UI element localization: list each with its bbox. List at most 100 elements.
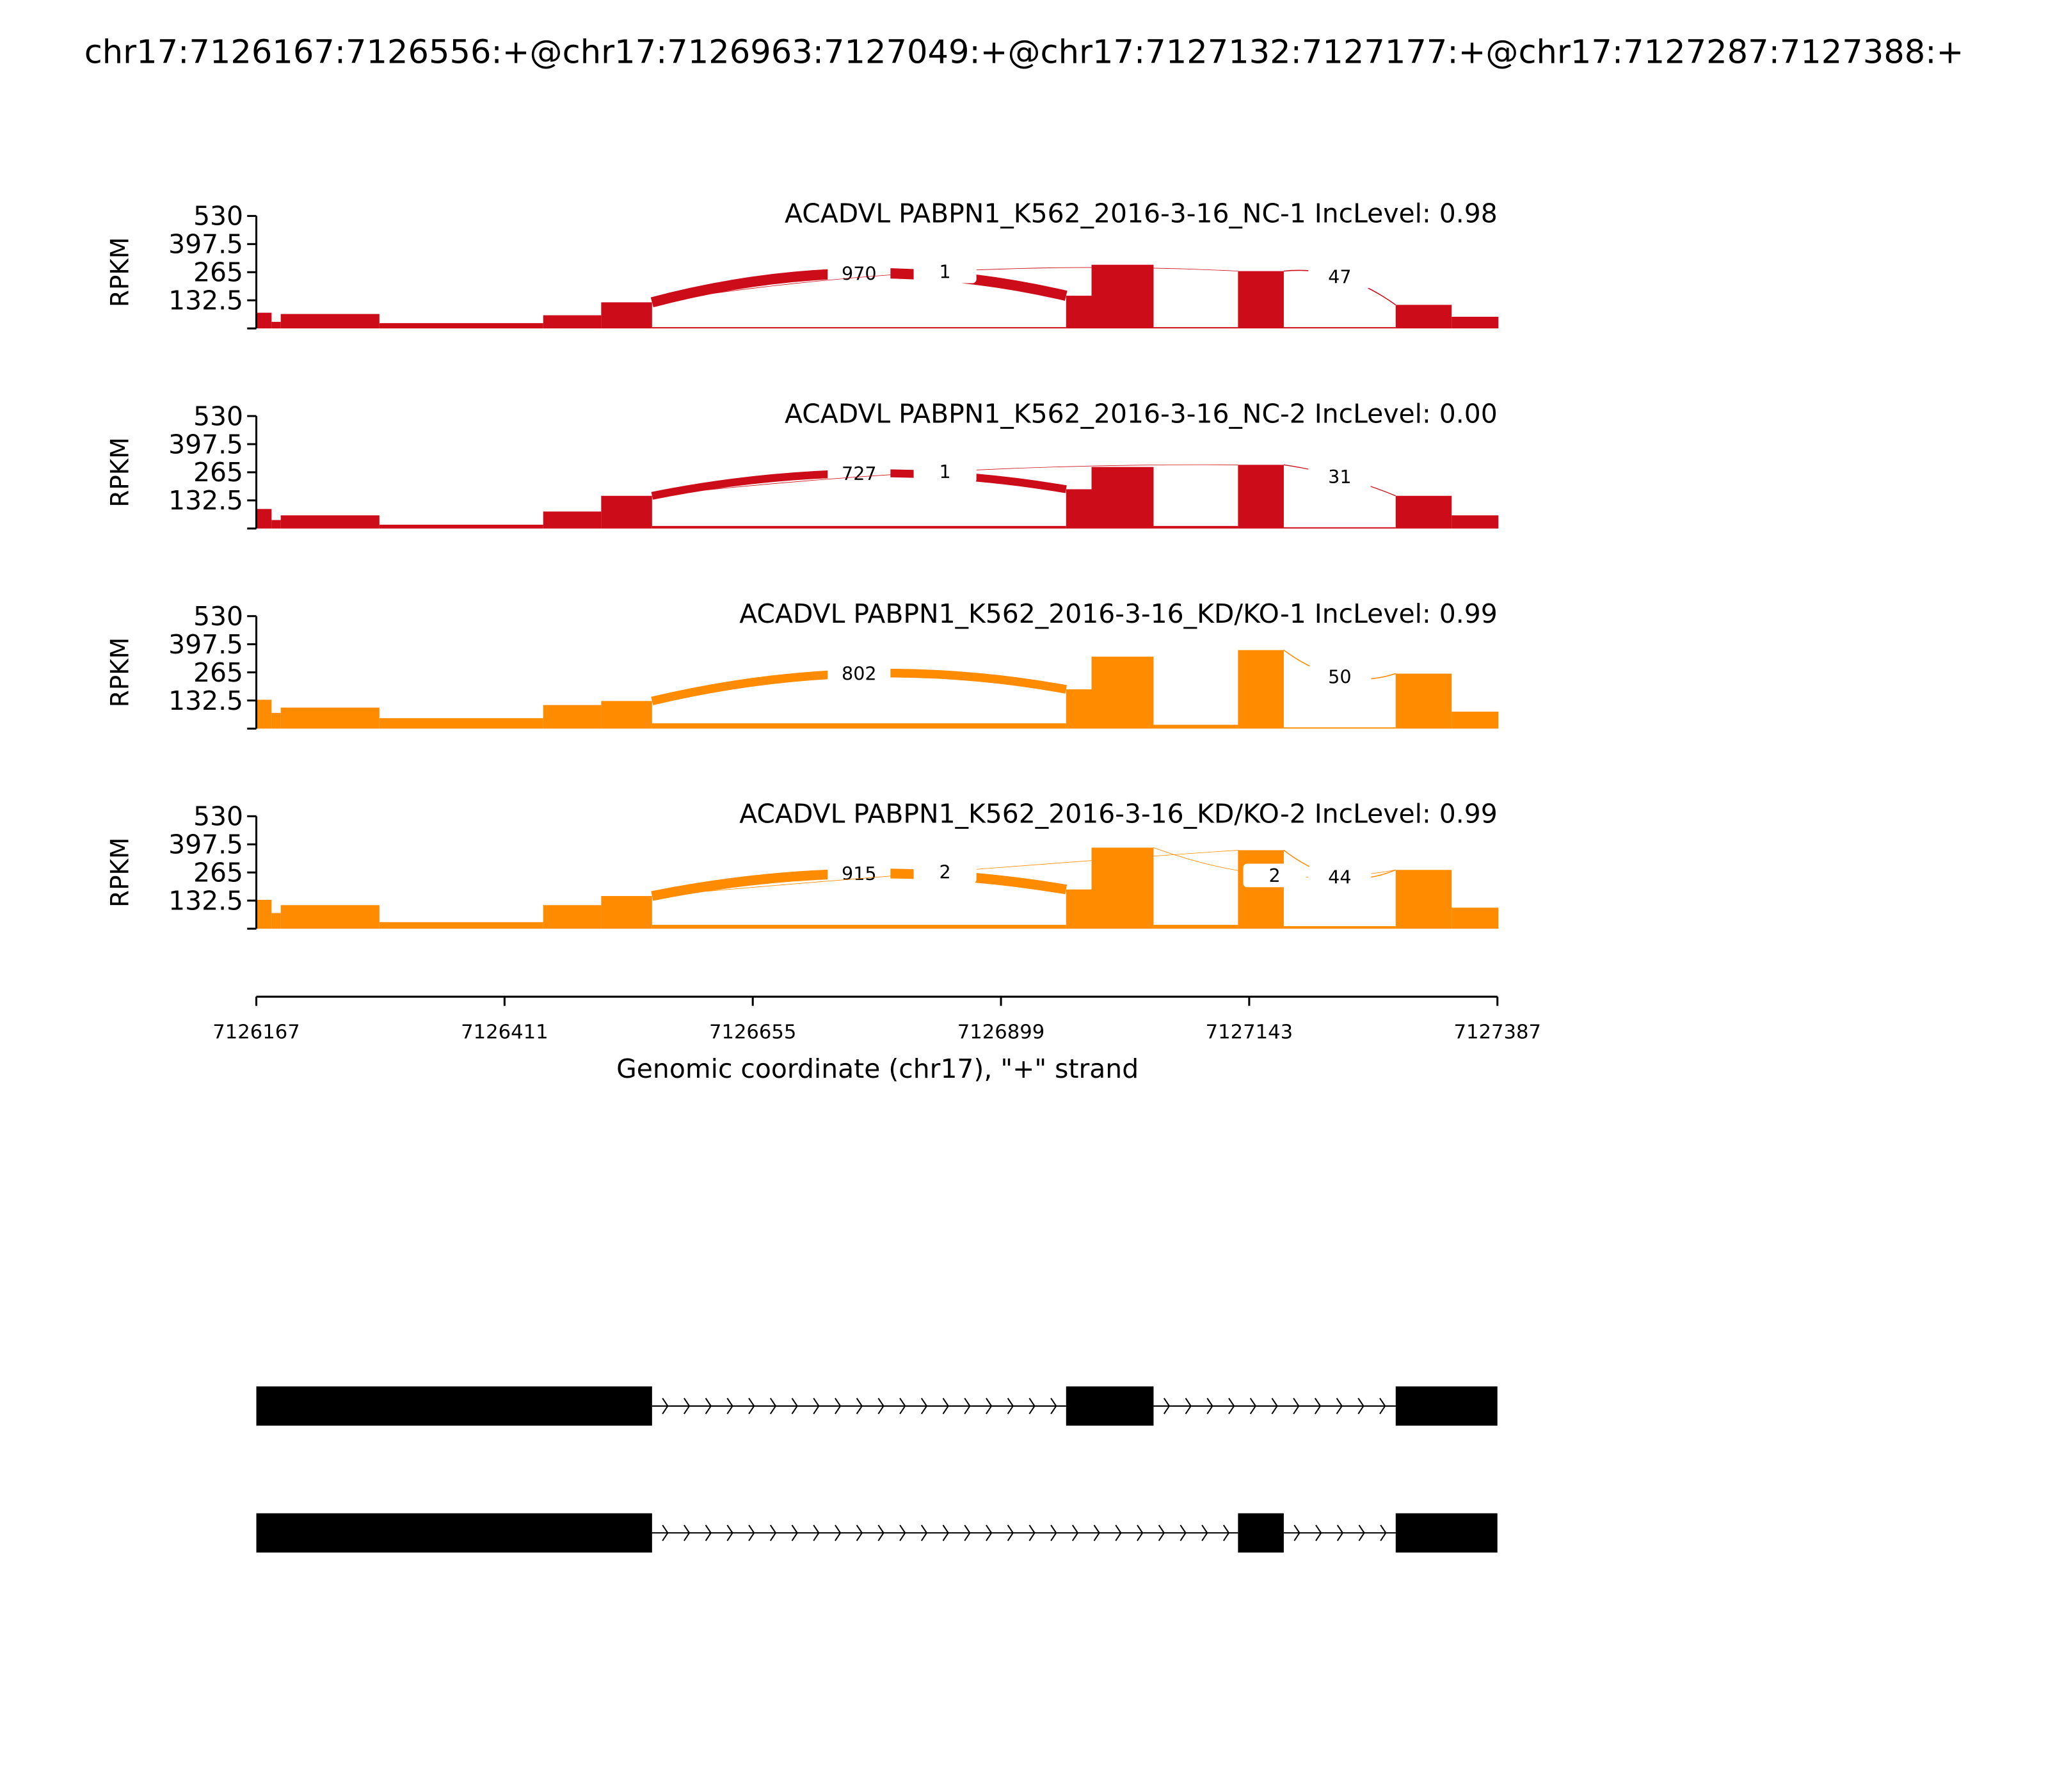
intron-arrow — [1115, 1524, 1122, 1541]
coverage-bar — [1066, 889, 1092, 929]
coverage-bar — [1091, 657, 1154, 729]
y-tick-label: 397.5 — [168, 829, 243, 860]
intron-arrow — [1093, 1524, 1100, 1541]
coverage-bar — [271, 913, 281, 929]
intron-arrow — [705, 1524, 712, 1541]
coverage-bar — [379, 524, 543, 529]
coverage-bar — [271, 321, 281, 329]
coverage-bar — [1283, 727, 1396, 729]
coverage-bar — [1091, 847, 1154, 929]
coverage-bar — [256, 700, 272, 729]
panel-title: ACADVL PABPN1_K562_2016-3-16_NC-2 IncLev… — [785, 398, 1498, 429]
coverage-bar — [280, 314, 380, 329]
junction-label: 915 — [842, 863, 877, 884]
junction-label: 2 — [1269, 865, 1281, 886]
junction-label-bg — [913, 259, 977, 284]
coverage-bar — [280, 515, 380, 529]
x-tick-label: 7127387 — [1453, 1021, 1540, 1044]
coverage-bar — [1091, 467, 1154, 529]
intron-arrow — [1007, 1398, 1014, 1414]
intron-arrow — [1007, 1524, 1014, 1541]
coverage-bar — [1066, 489, 1092, 529]
panel-title: ACADVL PABPN1_K562_2016-3-16_KD/KO-2 Inc… — [739, 799, 1498, 829]
y-tick-label: 397.5 — [168, 229, 243, 260]
coverage-bar — [601, 896, 652, 929]
intron-arrow — [899, 1524, 906, 1541]
intron-arrow — [1050, 1398, 1057, 1414]
x-tick-label: 7126411 — [461, 1021, 548, 1044]
coverage-bar — [652, 525, 1066, 529]
coverage-bar — [601, 495, 652, 529]
intron-arrow — [1071, 1524, 1079, 1541]
y-tick-label: 132.5 — [168, 485, 243, 516]
coverage-bar — [1153, 525, 1238, 529]
intron-arrow — [684, 1524, 691, 1541]
intron-arrow — [1357, 1398, 1364, 1414]
intron-arrow — [1293, 1524, 1300, 1541]
exon — [1395, 1386, 1498, 1426]
y-axis-label: RPKM — [106, 237, 134, 307]
coverage-bar — [1238, 850, 1284, 929]
y-tick-label: 132.5 — [168, 685, 243, 716]
coverage-bar — [1066, 296, 1092, 329]
y-tick-label: 265 — [193, 858, 243, 888]
coverage-bar — [256, 509, 272, 529]
coverage-bar — [1283, 926, 1396, 929]
x-tick-label: 7126655 — [709, 1021, 796, 1044]
intron-arrow — [1293, 1398, 1300, 1414]
intron-arrow — [1201, 1524, 1208, 1541]
coverage-bar — [543, 315, 602, 329]
coverage-bar — [1283, 527, 1396, 529]
intron-arrow — [920, 1524, 928, 1541]
intron-arrow — [1137, 1524, 1144, 1541]
junction-label-bg — [1308, 264, 1372, 289]
y-tick-label: 265 — [193, 657, 243, 688]
intron-arrow — [856, 1398, 863, 1414]
intron-arrow — [662, 1398, 669, 1414]
coverage-bar — [280, 707, 380, 729]
coverage-bar — [379, 718, 543, 729]
junction-label: 50 — [1328, 666, 1351, 688]
intron-arrow — [964, 1398, 971, 1414]
coverage-bar — [543, 705, 602, 729]
x-axis-label: Genomic coordinate (chr17), "+" strand — [616, 1053, 1139, 1084]
intron-arrow — [1185, 1398, 1192, 1414]
coverage-bar — [256, 899, 272, 929]
intron-arrow — [1163, 1398, 1171, 1414]
coverage-bar — [601, 701, 652, 729]
panel-title: ACADVL PABPN1_K562_2016-3-16_KD/KO-1 Inc… — [739, 598, 1498, 629]
coverage-bar — [652, 723, 1066, 729]
coverage-bar — [1238, 271, 1284, 329]
intron-arrow — [942, 1398, 949, 1414]
junction-label-bg — [828, 461, 891, 486]
intron-arrow — [986, 1524, 993, 1541]
x-tick-label: 7126899 — [957, 1021, 1044, 1044]
intron-arrow — [769, 1398, 777, 1414]
intron-arrow — [748, 1398, 755, 1414]
junction-label: 727 — [842, 463, 877, 484]
intron-arrow — [662, 1524, 669, 1541]
coverage-bar — [1395, 495, 1452, 529]
intron-arrow — [1028, 1398, 1036, 1414]
intron-arrow — [920, 1398, 928, 1414]
intron-arrow — [769, 1524, 777, 1541]
coverage-bar — [1283, 327, 1396, 329]
coverage-bar — [652, 327, 1066, 329]
coverage-bar — [601, 302, 652, 329]
y-axis-label: RPKM — [106, 637, 134, 707]
intron-arrow — [684, 1398, 691, 1414]
intron-arrow — [1249, 1398, 1257, 1414]
y-tick-label: 265 — [193, 457, 243, 488]
coverage-bar — [1395, 305, 1452, 329]
x-tick-label: 7126167 — [212, 1021, 300, 1044]
coverage-bar — [271, 712, 281, 729]
junction-label-bg — [913, 460, 977, 484]
intron-arrow — [1158, 1524, 1165, 1541]
exon — [1395, 1513, 1498, 1553]
intron-arrow — [1028, 1524, 1036, 1541]
coverage-bar — [1153, 327, 1238, 329]
intron-arrow — [813, 1398, 820, 1414]
coverage-bar — [1452, 711, 1499, 729]
exon — [256, 1386, 652, 1426]
y-axis-label: RPKM — [106, 437, 134, 507]
